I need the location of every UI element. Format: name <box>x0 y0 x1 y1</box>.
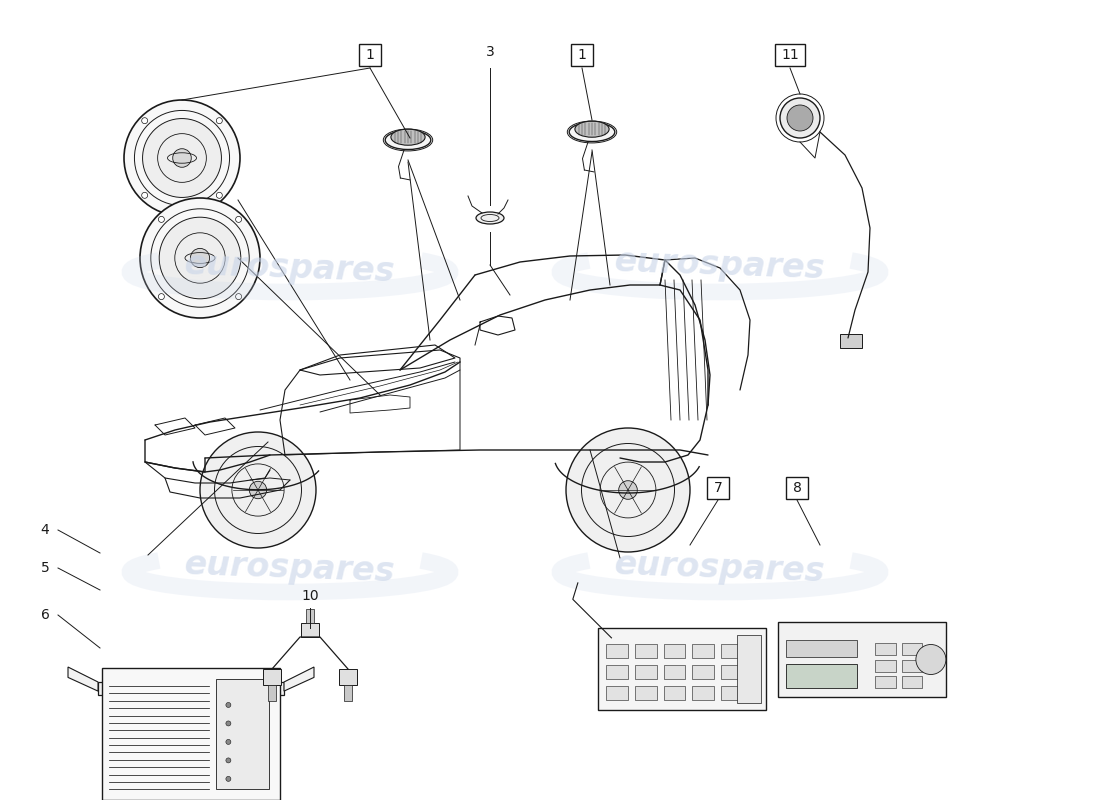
Ellipse shape <box>575 121 609 138</box>
Text: 10: 10 <box>301 589 319 603</box>
Bar <box>840 334 862 348</box>
Bar <box>902 676 923 688</box>
Bar <box>359 44 381 66</box>
Bar <box>720 665 742 679</box>
Circle shape <box>158 216 164 222</box>
Circle shape <box>158 294 164 300</box>
Text: 3: 3 <box>485 45 494 59</box>
Circle shape <box>916 645 946 674</box>
Circle shape <box>786 105 813 131</box>
Bar <box>776 44 805 66</box>
Polygon shape <box>284 667 314 691</box>
Circle shape <box>190 248 210 267</box>
Text: 4: 4 <box>41 523 50 537</box>
Circle shape <box>250 482 266 498</box>
Circle shape <box>173 149 191 167</box>
Circle shape <box>124 100 240 216</box>
Text: eurospares: eurospares <box>184 248 396 288</box>
Circle shape <box>117 685 124 692</box>
Bar <box>902 659 923 671</box>
Text: eurospares: eurospares <box>184 548 396 588</box>
Bar <box>216 678 270 790</box>
Ellipse shape <box>476 212 504 224</box>
Text: 7: 7 <box>714 481 723 495</box>
Circle shape <box>258 685 265 692</box>
Bar <box>876 643 895 655</box>
Bar <box>263 669 280 685</box>
Bar <box>707 477 729 499</box>
Bar <box>102 668 280 800</box>
Bar <box>663 643 685 658</box>
Circle shape <box>142 118 147 124</box>
Text: 8: 8 <box>793 481 802 495</box>
Circle shape <box>226 758 231 763</box>
Bar <box>876 659 895 671</box>
Circle shape <box>226 702 231 707</box>
Bar <box>786 640 857 657</box>
Bar <box>306 609 313 623</box>
Circle shape <box>235 216 242 222</box>
Bar <box>720 643 742 658</box>
Bar <box>339 669 358 685</box>
Circle shape <box>780 98 820 138</box>
Text: 5: 5 <box>41 561 50 575</box>
Bar <box>635 643 657 658</box>
Bar <box>98 682 284 695</box>
Bar <box>663 686 685 700</box>
Text: 11: 11 <box>781 48 799 62</box>
Polygon shape <box>68 667 98 691</box>
Bar <box>571 44 593 66</box>
Text: eurospares: eurospares <box>614 548 826 588</box>
Text: 1: 1 <box>578 48 586 62</box>
Bar <box>606 643 628 658</box>
Bar <box>301 623 319 637</box>
Circle shape <box>217 192 222 198</box>
Bar <box>268 685 276 701</box>
Text: 1: 1 <box>365 48 374 62</box>
Bar <box>663 665 685 679</box>
Bar <box>606 665 628 679</box>
Ellipse shape <box>385 130 431 150</box>
Circle shape <box>160 218 241 299</box>
Bar <box>786 664 857 688</box>
Bar <box>902 643 923 655</box>
Bar <box>344 685 352 701</box>
Circle shape <box>226 739 231 745</box>
Bar <box>606 686 628 700</box>
Bar <box>598 628 766 710</box>
Circle shape <box>140 198 260 318</box>
Bar <box>778 622 946 697</box>
Bar <box>692 643 714 658</box>
Circle shape <box>226 776 231 782</box>
Circle shape <box>143 118 221 198</box>
Text: 6: 6 <box>41 608 50 622</box>
Bar <box>720 686 742 700</box>
Ellipse shape <box>390 129 425 146</box>
Circle shape <box>226 721 231 726</box>
Circle shape <box>142 192 147 198</box>
Bar <box>876 676 895 688</box>
Circle shape <box>566 428 690 552</box>
Bar <box>692 686 714 700</box>
Text: eurospares: eurospares <box>614 245 826 285</box>
Bar <box>786 477 808 499</box>
Circle shape <box>235 294 242 300</box>
Circle shape <box>217 118 222 124</box>
Ellipse shape <box>569 122 615 142</box>
Bar <box>692 665 714 679</box>
Circle shape <box>200 432 316 548</box>
Bar <box>635 665 657 679</box>
Bar <box>635 686 657 700</box>
Circle shape <box>618 481 637 499</box>
Bar <box>737 634 761 703</box>
